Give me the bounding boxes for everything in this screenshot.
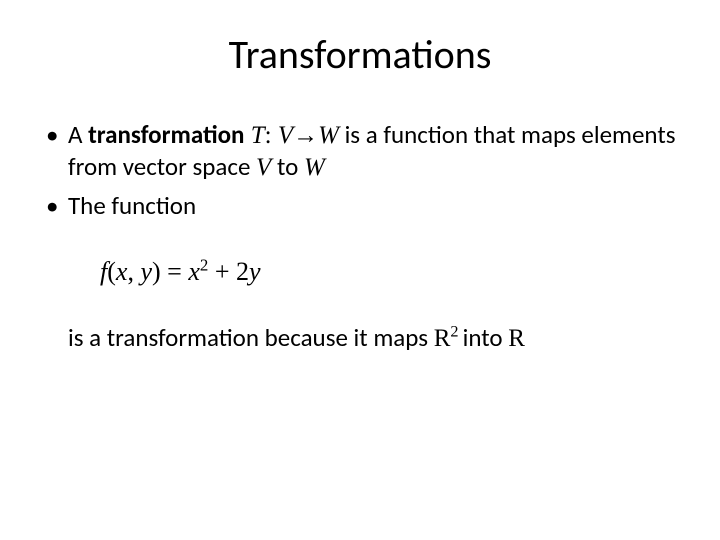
equation: f(x, y) = x2 + 2y [100, 255, 680, 289]
eq-x2: x [188, 257, 200, 286]
eq-close: ) = [152, 257, 188, 286]
eq-comma: , [127, 257, 140, 286]
bullet1-colon: : [265, 122, 278, 149]
bullet1-W: W [318, 122, 339, 149]
closing-pre: is a transformation because it maps [68, 322, 434, 353]
bullet1-T: T [244, 122, 264, 149]
closing-R2: R [508, 325, 525, 352]
slide-title: Transformations [40, 30, 680, 79]
bullet1-lead: A [68, 119, 88, 150]
bullet-item-1: A transformation T: V→W is a function th… [40, 119, 680, 184]
slide: Transformations A transformation T: V→W … [0, 0, 720, 540]
bullet1-W2: W [304, 154, 325, 181]
arrow-icon: → [293, 122, 318, 149]
bullet1-bold: transformation [88, 119, 244, 150]
eq-y: y [140, 257, 152, 286]
bullet1-V: V [278, 122, 293, 149]
closing-into: into [463, 322, 509, 353]
bullet2-text: The function [68, 190, 196, 221]
bullet-list: A transformation T: V→W is a function th… [40, 119, 680, 221]
eq-y2: y [249, 257, 261, 286]
bullet1-V2: V [256, 154, 271, 181]
eq-open: ( [107, 257, 116, 286]
bullet-item-2: The function [40, 190, 680, 221]
eq-x: x [116, 257, 128, 286]
slide-body: A transformation T: V→W is a function th… [40, 119, 680, 355]
closing-line: is a transformation because it maps R2 i… [68, 322, 680, 354]
closing-exp: 2 [450, 323, 462, 341]
eq-plus: + 2 [208, 257, 249, 286]
bullet1-to: to [271, 151, 304, 182]
closing-R1: R [434, 325, 451, 352]
